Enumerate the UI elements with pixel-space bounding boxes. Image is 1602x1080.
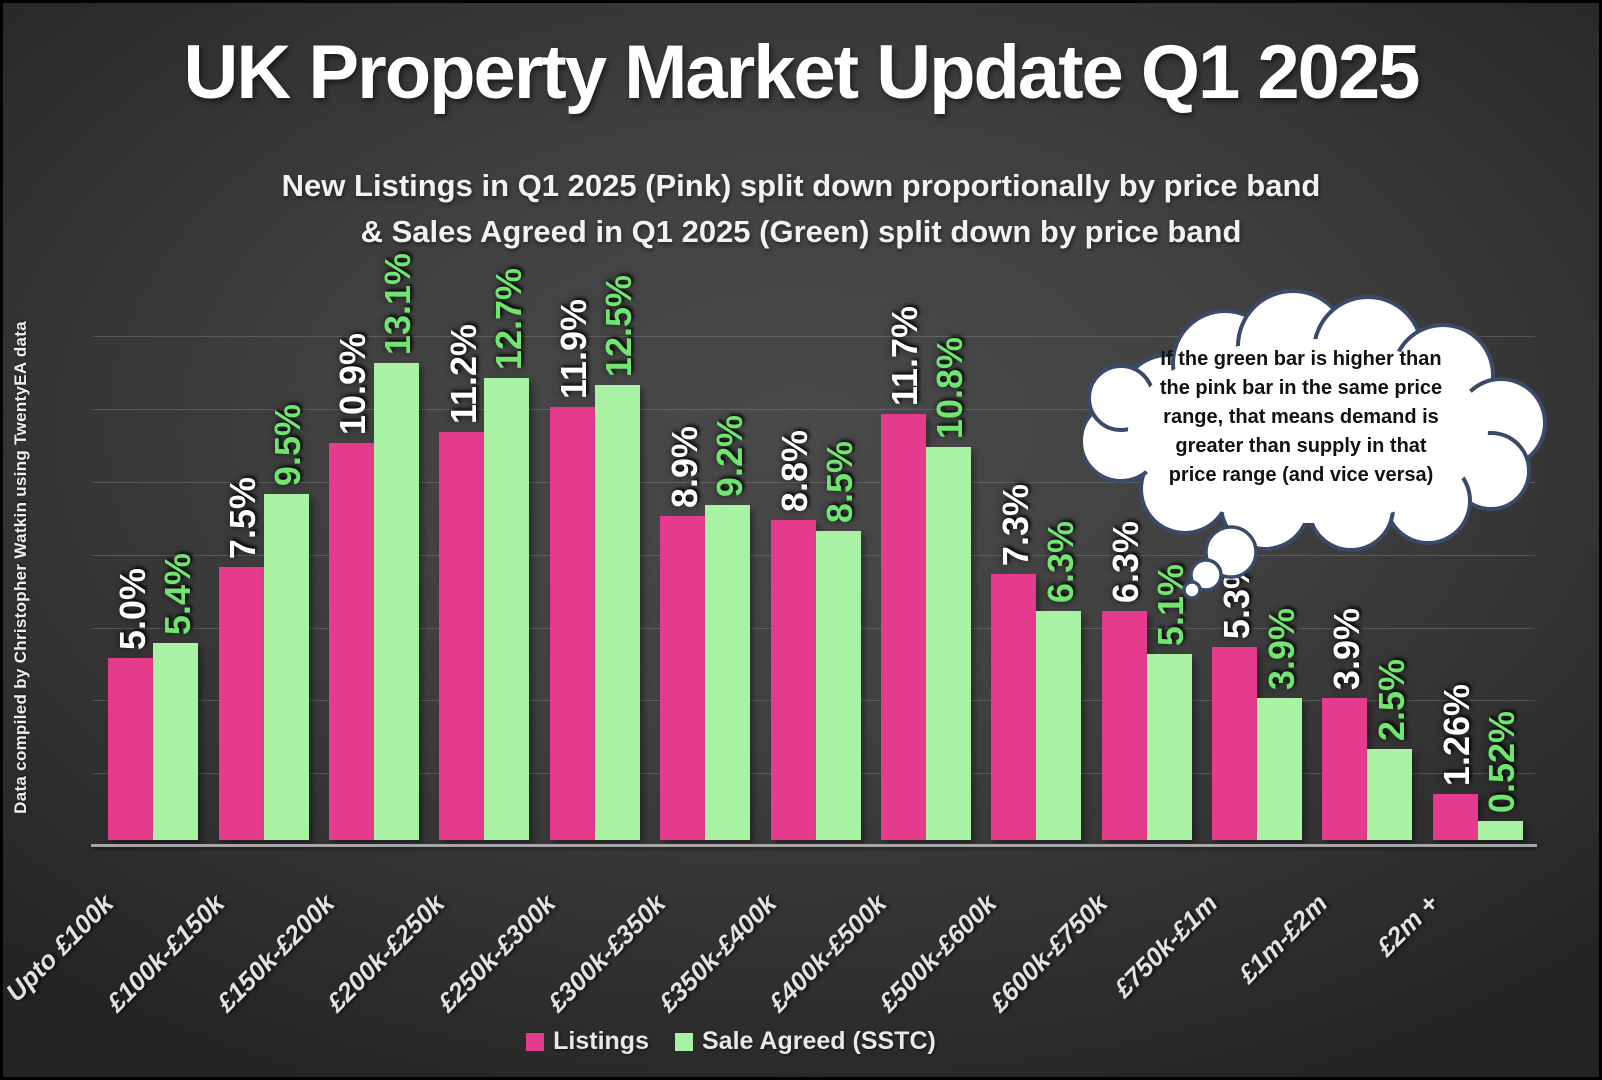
- subtitle-line-2: & Sales Agreed in Q1 2025 (Green) split …: [360, 214, 1242, 249]
- bar-listings: [549, 406, 595, 840]
- bar-listings: [328, 443, 374, 840]
- bar-listings: [218, 567, 264, 840]
- bar-sale-agreed: [1036, 610, 1082, 840]
- bar-sale-agreed: [153, 643, 199, 840]
- bar-listings: [1101, 610, 1147, 840]
- thought-bubble-text: If the green bar is higher than the pink…: [1131, 345, 1471, 490]
- bar-sale-agreed: [1146, 654, 1192, 840]
- bubble-line: range, that means demand is: [1163, 406, 1439, 428]
- bar-value-label: 7.5%: [222, 476, 264, 559]
- bubble-line: the pink bar in the same price: [1159, 377, 1443, 399]
- bar-value-label: 8.9%: [663, 425, 705, 509]
- bar-value-label: 5.4%: [156, 553, 198, 636]
- bar-listings: [660, 516, 706, 840]
- data-credit-text: Data compiled by Christopher Watkin usin…: [11, 321, 30, 814]
- bar-sale-agreed: [925, 446, 971, 840]
- bar-value-label: 11.7%: [884, 306, 926, 407]
- legend-label-listings: Listings: [553, 1027, 649, 1055]
- bar-sale-agreed: [1477, 821, 1523, 840]
- bar-value-label: 10.8%: [929, 336, 971, 439]
- bar-listings: [770, 519, 816, 840]
- bar-value-label: 7.3%: [994, 484, 1036, 567]
- bar-value-label: 1.26%: [1436, 684, 1478, 787]
- bar-value-label: 11.9%: [553, 298, 595, 399]
- bar-listings: [880, 414, 926, 840]
- x-axis-line: [91, 844, 1537, 847]
- legend-label-sale-agreed: Sale Agreed (SSTC): [701, 1027, 936, 1055]
- page-title: UK Property Market Update Q1 2025: [183, 30, 1421, 115]
- bar-value-label: 2.5%: [1370, 658, 1412, 741]
- legend-item-listings: Listings: [526, 1027, 649, 1056]
- bar-listings: [1322, 698, 1368, 840]
- bar-value-label: 12.5%: [598, 274, 640, 377]
- listings-color-swatch: [526, 1032, 545, 1051]
- bar-sale-agreed: [1257, 698, 1303, 840]
- subtitle-line-1: New Listings in Q1 2025 (Pink) split dow…: [281, 168, 1321, 203]
- bar-sale-agreed: [263, 494, 309, 840]
- bar-value-label: 0.52%: [1481, 711, 1523, 814]
- bar-value-label: 5.0%: [111, 567, 153, 650]
- bar-value-label: 10.9%: [332, 333, 374, 436]
- bar-value-label: 3.9%: [1260, 607, 1302, 691]
- bar-sale-agreed: [594, 385, 640, 840]
- bar-listings: [991, 574, 1037, 840]
- bar-listings: [1212, 647, 1258, 840]
- bubble-line: greater than supply in that: [1175, 435, 1427, 457]
- bar-listings: [439, 432, 485, 840]
- bar-listings: [108, 658, 154, 840]
- bar-sale-agreed: [373, 363, 419, 840]
- sale-agreed-color-swatch: [674, 1032, 693, 1051]
- bar-value-label: 12.7%: [487, 267, 529, 370]
- chart-legend: Listings Sale Agreed (SSTC): [3, 1027, 1459, 1056]
- bar-value-label: 3.9%: [1325, 607, 1367, 691]
- bubble-line: If the green bar is higher than: [1160, 348, 1442, 370]
- bar-sale-agreed: [1367, 749, 1413, 840]
- bubble-line: price range (and vice versa): [1168, 464, 1434, 486]
- bar-sale-agreed: [484, 377, 530, 840]
- gridline: [93, 336, 1535, 338]
- bar-value-label: 11.2%: [442, 324, 484, 425]
- gridline: [93, 409, 1535, 411]
- thought-bubble-shape: [1083, 289, 1547, 600]
- gridline: [93, 482, 1535, 483]
- bar-value-label: 8.8%: [774, 429, 815, 512]
- bar-value-label: 8.5%: [819, 440, 860, 523]
- bar-sale-agreed: [705, 505, 751, 840]
- bar-value-label: 9.2%: [708, 415, 750, 498]
- legend-item-sale-agreed: Sale Agreed (SSTC): [674, 1027, 936, 1056]
- bar-listings: [1432, 794, 1478, 840]
- bar-sale-agreed: [815, 530, 861, 840]
- bar-value-label: 9.5%: [267, 404, 309, 487]
- chart-subtitle: New Listings in Q1 2025 (Pink) split dow…: [3, 163, 1599, 255]
- bar-value-label: 13.1%: [377, 253, 419, 356]
- bar-value-label: 6.3%: [1039, 520, 1081, 603]
